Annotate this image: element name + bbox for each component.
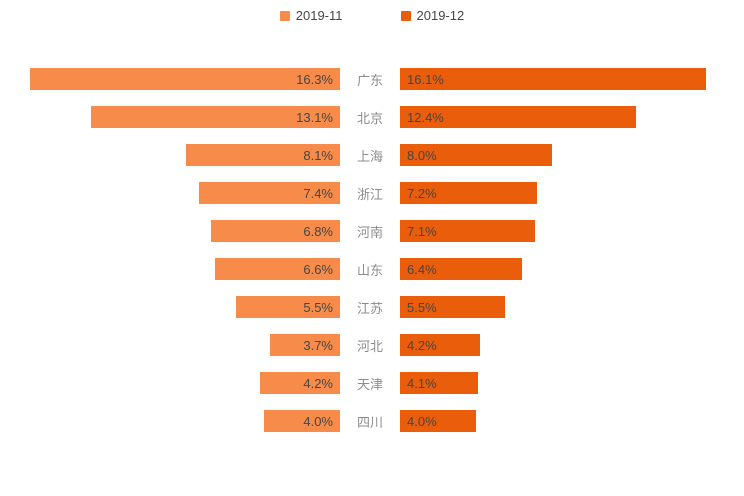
chart-row: 16.3% 广东 16.1% xyxy=(0,68,744,90)
category-label: 上海 xyxy=(356,148,383,164)
left-bar-cell: 4.2% xyxy=(0,372,340,394)
category-label: 河南 xyxy=(356,224,383,240)
legend-item-2019-11[interactable]: 2019-11 xyxy=(279,8,343,23)
bar-value-label: 6.6% xyxy=(303,261,333,277)
left-bar-cell: 8.1% xyxy=(0,144,340,166)
left-bar-cell: 6.6% xyxy=(0,258,340,280)
right-bar-cell: 7.2% xyxy=(400,182,744,204)
bar-2019-11[interactable]: 7.4% xyxy=(199,182,340,204)
left-bar-cell: 6.8% xyxy=(0,220,340,242)
chart-row: 4.0% 四川 4.0% xyxy=(0,410,744,432)
legend-label-2019-12: 2019-12 xyxy=(416,8,465,23)
bar-value-label: 5.5% xyxy=(303,299,333,315)
bar-2019-11[interactable]: 8.1% xyxy=(186,144,340,166)
left-bar-cell: 16.3% xyxy=(0,68,340,90)
bar-2019-12[interactable]: 4.1% xyxy=(400,372,478,394)
bar-value-label: 4.0% xyxy=(303,413,333,429)
bar-2019-12[interactable]: 7.1% xyxy=(400,220,535,242)
bar-2019-11[interactable]: 4.2% xyxy=(260,372,340,394)
chart-row: 4.2% 天津 4.1% xyxy=(0,372,744,394)
chart-row: 6.8% 河南 7.1% xyxy=(0,220,744,242)
left-bar-cell: 4.0% xyxy=(0,410,340,432)
right-bar-cell: 6.4% xyxy=(400,258,744,280)
chart-row: 6.6% 山东 6.4% xyxy=(0,258,744,280)
right-bar-cell: 4.2% xyxy=(400,334,744,356)
bar-value-label: 8.1% xyxy=(303,147,333,163)
left-bar-cell: 5.5% xyxy=(0,296,340,318)
chart-row: 7.4% 浙江 7.2% xyxy=(0,182,744,204)
left-bar-cell: 7.4% xyxy=(0,182,340,204)
bar-value-label: 3.7% xyxy=(303,337,333,353)
category-label: 山东 xyxy=(356,262,383,278)
bar-value-label: 16.1% xyxy=(407,71,444,87)
legend-label-2019-11: 2019-11 xyxy=(295,8,343,23)
category-label: 江苏 xyxy=(356,300,383,316)
bar-value-label: 12.4% xyxy=(407,109,444,125)
bar-2019-12[interactable]: 6.4% xyxy=(400,258,522,280)
bar-value-label: 8.0% xyxy=(407,147,437,163)
category-label: 北京 xyxy=(356,110,383,126)
right-bar-cell: 7.1% xyxy=(400,220,744,242)
bar-2019-11[interactable]: 6.8% xyxy=(210,220,340,242)
bar-2019-12[interactable]: 4.2% xyxy=(400,334,480,356)
bar-value-label: 5.5% xyxy=(407,299,437,315)
chart-row: 5.5% 江苏 5.5% xyxy=(0,296,744,318)
bar-2019-12[interactable]: 8.0% xyxy=(400,144,552,166)
category-label: 广东 xyxy=(356,72,383,88)
bar-value-label: 4.0% xyxy=(407,413,437,429)
bar-2019-12[interactable]: 4.0% xyxy=(400,410,476,432)
bar-2019-12[interactable]: 7.2% xyxy=(400,182,537,204)
right-bar-cell: 4.1% xyxy=(400,372,744,394)
bar-2019-12[interactable]: 5.5% xyxy=(400,296,505,318)
right-bar-cell: 16.1% xyxy=(400,68,744,90)
right-bar-cell: 5.5% xyxy=(400,296,744,318)
chart-rows: 16.3% 广东 16.1% 13.1% 北京 12.4% 8.1% 上海 8.0% 7.4% 浙江… xyxy=(0,68,744,432)
chart-row: 8.1% 上海 8.0% xyxy=(0,144,744,166)
bar-2019-11[interactable]: 6.6% xyxy=(214,258,340,280)
bar-2019-11[interactable]: 5.5% xyxy=(235,296,340,318)
bar-value-label: 6.4% xyxy=(407,261,437,277)
category-label: 河北 xyxy=(356,338,383,354)
bar-value-label: 13.1% xyxy=(296,109,333,125)
bar-2019-11[interactable]: 3.7% xyxy=(269,334,340,356)
chart-row: 3.7% 河北 4.2% xyxy=(0,334,744,356)
right-bar-cell: 8.0% xyxy=(400,144,744,166)
bar-value-label: 7.2% xyxy=(407,185,437,201)
chart-row: 13.1% 北京 12.4% xyxy=(0,106,744,128)
bar-2019-11[interactable]: 4.0% xyxy=(264,410,340,432)
category-label: 天津 xyxy=(356,376,383,392)
bar-2019-11[interactable]: 13.1% xyxy=(91,106,340,128)
legend-item-2019-12[interactable]: 2019-12 xyxy=(400,8,465,23)
category-label: 浙江 xyxy=(356,186,383,202)
left-bar-cell: 13.1% xyxy=(0,106,340,128)
legend: 2019-11 2019-12 xyxy=(0,8,744,23)
bar-value-label: 6.8% xyxy=(303,223,333,239)
bar-2019-11[interactable]: 16.3% xyxy=(30,68,340,90)
bar-value-label: 4.1% xyxy=(407,375,437,391)
left-bar-cell: 3.7% xyxy=(0,334,340,356)
bar-value-label: 7.1% xyxy=(407,223,437,239)
bar-2019-12[interactable]: 16.1% xyxy=(400,68,706,90)
right-bar-cell: 4.0% xyxy=(400,410,744,432)
bar-value-label: 4.2% xyxy=(407,337,437,353)
bar-value-label: 4.2% xyxy=(303,375,333,391)
right-bar-cell: 12.4% xyxy=(400,106,744,128)
bar-value-label: 7.4% xyxy=(303,185,333,201)
category-label: 四川 xyxy=(356,414,383,430)
legend-swatch-2019-12-icon xyxy=(400,10,411,21)
bar-2019-12[interactable]: 12.4% xyxy=(400,106,636,128)
legend-swatch-2019-11-icon xyxy=(279,10,290,21)
bar-value-label: 16.3% xyxy=(296,71,333,87)
